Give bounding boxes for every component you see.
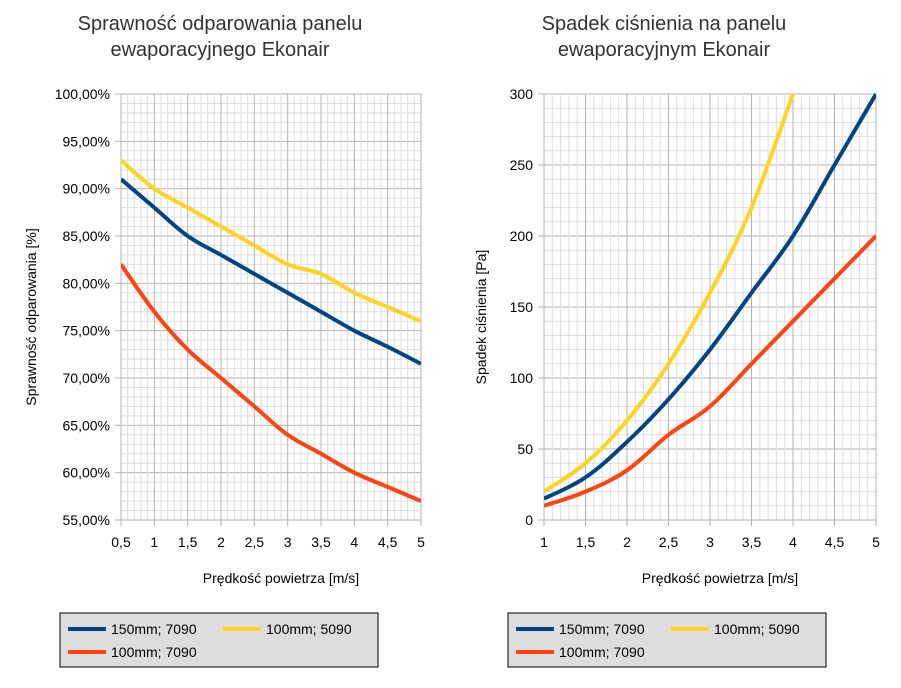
series-line-3 bbox=[544, 234, 876, 508]
y-tick-label: 95,00% bbox=[63, 133, 110, 149]
x-axis-label: Prędkość powietrza [m/s] bbox=[203, 570, 359, 586]
chart-title-line: Spadek ciśnienia na panelu bbox=[542, 13, 787, 35]
y-tick-label: 70,00% bbox=[63, 370, 110, 386]
x-tick-label: 1 bbox=[150, 534, 158, 550]
x-tick-label: 5 bbox=[417, 534, 425, 550]
y-tick-label: 80,00% bbox=[63, 275, 110, 291]
legend-label: 100mm; 5090 bbox=[266, 621, 352, 637]
y-tick-label: 50 bbox=[517, 441, 533, 457]
x-tick-label: 4 bbox=[789, 534, 797, 550]
series-line-3 bbox=[121, 263, 421, 503]
y-tick-label: 150 bbox=[510, 299, 534, 315]
x-tick-label: 3,5 bbox=[311, 534, 331, 550]
legend: 150mm; 7090 100mm; 5090 100mm; 7090 bbox=[507, 612, 827, 668]
y-tick-label: 100 bbox=[510, 370, 534, 386]
x-tick-label: 4,5 bbox=[378, 534, 398, 550]
x-tick-label: 1,5 bbox=[178, 534, 198, 550]
series-line-1 bbox=[121, 177, 421, 366]
chart-title-line: ewaporacyjnego Ekonair bbox=[110, 39, 329, 61]
y-tick-label: 100,00% bbox=[55, 86, 110, 102]
x-tick-label: 3 bbox=[284, 534, 292, 550]
x-axis-label: Prędkość powietrza [m/s] bbox=[642, 570, 798, 586]
x-tick-label: 4,5 bbox=[825, 534, 845, 550]
y-tick-label: 55,00% bbox=[63, 512, 110, 528]
x-tick-label: 1,5 bbox=[576, 534, 596, 550]
chart-title-line: ewaporacyjnym Ekonair bbox=[558, 39, 771, 61]
x-tick-label: 2,5 bbox=[659, 534, 679, 550]
chart-1: Sprawność odparowania panelu ewaporacyjne… bbox=[23, 13, 425, 668]
x-tick-label: 1 bbox=[540, 534, 548, 550]
y-tick-label: 85,00% bbox=[63, 228, 110, 244]
series-line-2 bbox=[121, 158, 421, 324]
y-tick-label: 200 bbox=[510, 228, 534, 244]
y-tick-label: 75,00% bbox=[63, 323, 110, 339]
x-tick-label: 4 bbox=[350, 534, 358, 550]
legend-label: 150mm; 7090 bbox=[559, 621, 645, 637]
x-tick-label: 2,5 bbox=[245, 534, 265, 550]
x-tick-label: 3,5 bbox=[742, 534, 762, 550]
legend-label: 150mm; 7090 bbox=[111, 621, 197, 637]
x-tick-label: 3 bbox=[706, 534, 714, 550]
legend: 150mm; 7090 100mm; 5090 100mm; 7090 bbox=[59, 612, 379, 668]
x-tick-label: 2 bbox=[623, 534, 631, 550]
chart-title-line: Sprawność odparowania panelu bbox=[78, 13, 363, 35]
y-axis-label: Sprawność odparowania [%] bbox=[23, 228, 39, 405]
legend-label: 100mm; 7090 bbox=[559, 644, 645, 660]
series-line-1 bbox=[544, 93, 876, 501]
y-tick-label: 0 bbox=[525, 512, 533, 528]
x-tick-label: 2 bbox=[217, 534, 225, 550]
chart-2: Spadek ciśnienia na panelu ewaporacyjnym … bbox=[473, 13, 880, 668]
legend-label: 100mm; 5090 bbox=[714, 621, 800, 637]
y-tick-label: 65,00% bbox=[63, 417, 110, 433]
y-tick-label: 90,00% bbox=[63, 181, 110, 197]
grid bbox=[120, 93, 422, 521]
x-tick-label: 0,5 bbox=[111, 534, 131, 550]
legend-box bbox=[507, 612, 827, 668]
series-line-2 bbox=[544, 93, 795, 494]
y-tick-label: 300 bbox=[510, 86, 534, 102]
legend-box bbox=[59, 612, 379, 668]
y-tick-label: 60,00% bbox=[63, 465, 110, 481]
y-axis-label: Spadek ciśnienia [Pa] bbox=[473, 250, 489, 385]
legend-label: 100mm; 7090 bbox=[111, 644, 197, 660]
y-tick-label: 250 bbox=[510, 157, 534, 173]
x-tick-label: 5 bbox=[872, 534, 880, 550]
